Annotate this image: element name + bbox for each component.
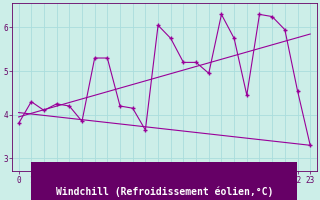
X-axis label: Windchill (Refroidissement éolien,°C): Windchill (Refroidissement éolien,°C): [56, 186, 273, 197]
